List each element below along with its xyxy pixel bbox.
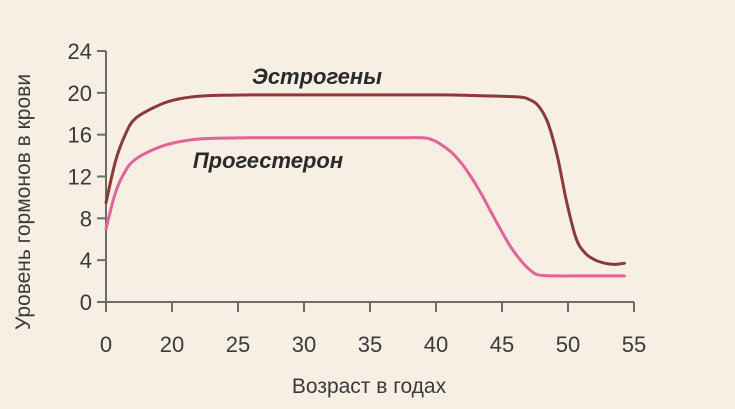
x-tick-label: 30 [292, 332, 316, 357]
series-line-progesterone [104, 136, 626, 278]
x-tick-label: 50 [556, 332, 580, 357]
y-tick-label: 12 [68, 165, 92, 190]
x-tick-label: 55 [622, 332, 646, 357]
x-tick-label: 45 [490, 332, 514, 357]
x-tick-label: 40 [424, 332, 448, 357]
y-tick-label: 8 [80, 206, 92, 231]
x-tick-label: 20 [160, 332, 184, 357]
y-tick-label: 16 [68, 123, 92, 148]
series-line-estrogen [104, 93, 626, 266]
series-labels: Эстрогены Прогестерон [193, 64, 382, 173]
x-axis-ticks: 0 20 25 30 35 40 45 50 55 [100, 302, 646, 357]
y-tick-label: 20 [68, 81, 92, 106]
series-lines [104, 93, 626, 278]
series-label-progesterone: Прогестерон [193, 148, 343, 173]
x-axis-title: Возраст в годах [292, 375, 447, 398]
series-label-estrogen: Эстрогены [252, 64, 382, 89]
y-tick-label: 24 [68, 39, 92, 64]
y-tick-label: 0 [80, 290, 92, 315]
y-axis-title: Уровень гормонов в крови [12, 74, 35, 330]
x-tick-label: 25 [226, 332, 250, 357]
x-tick-label: 35 [358, 332, 382, 357]
x-tick-label: 0 [100, 332, 112, 357]
y-tick-label: 4 [80, 248, 92, 273]
y-axis-ticks: 0 4 8 12 16 20 24 [68, 39, 106, 315]
